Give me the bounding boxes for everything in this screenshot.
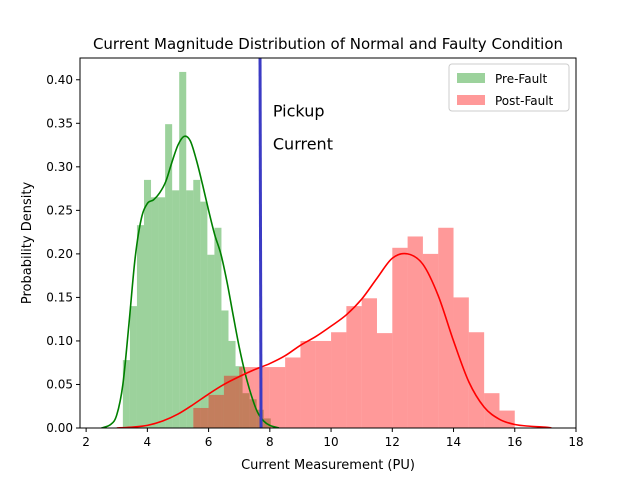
y-tick-label: 0.35 [46,116,73,130]
histogram-bar [165,124,173,428]
histogram-bar [122,360,130,428]
legend-swatch [457,73,485,83]
histogram-bar [143,179,152,428]
legend-box [448,63,570,112]
histogram-bar [376,333,393,428]
histogram-bar [438,227,454,428]
series-1-bars [193,227,515,428]
histogram-bar [346,306,362,428]
y-tick-label: 0.20 [46,247,73,261]
y-tick-label: 0.00 [46,421,73,435]
plot-frame [79,57,577,429]
x-tick-label: 8 [266,435,274,449]
histogram-bar [300,340,316,428]
y-tick-label: 0.30 [46,160,73,174]
histogram-bar [285,357,301,428]
x-tick-label: 4 [144,435,152,449]
pickup-annotation-line: Current [273,134,333,153]
histogram-bar [151,197,159,428]
chart-title: Current Magnitude Distribution of Normal… [93,35,563,53]
x-tick-label: 6 [205,435,213,449]
y-tick-label: 0.40 [46,73,73,87]
series-0-kde-line [101,135,280,428]
histogram-bar [468,332,485,428]
x-tick-label: 12 [385,435,400,449]
pickup-annotation-line: Pickup [273,101,325,120]
legend-label: Pre-Fault [495,72,548,86]
x-tick-label: 14 [446,435,461,449]
histogram-bar [200,201,208,428]
y-tick-label: 0.15 [46,290,73,304]
histogram-bar [207,254,215,428]
histogram-bar [315,340,332,428]
histogram-bar [242,393,250,428]
histogram-bar [136,225,144,428]
series-0-bars [122,71,271,428]
x-tick-label: 10 [323,435,338,449]
histogram-bar [361,298,377,428]
histogram-bar [208,394,224,428]
y-tick-label: 0.10 [46,334,73,348]
x-tick-label: 16 [507,435,522,449]
y-axis: 0.00 0.05 0.10 0.15 0.20 0.25 0.30 0.35 0.40 [46,73,80,435]
series-1-kde-line [116,252,552,428]
histogram-bar [392,247,408,428]
histogram-bar [484,393,500,428]
pickup-current-line [258,58,263,428]
histogram-bar [179,71,187,428]
histogram-bar [158,197,166,428]
x-axis-label: Current Measurement (PU) [241,458,415,473]
histogram-bar [193,179,201,428]
plot-marks [101,58,552,428]
y-tick-label: 0.25 [46,203,73,217]
histogram-bar [223,375,240,428]
y-tick-label: 0.05 [46,377,73,391]
legend: Pre-Fault Post-Fault [448,63,570,112]
histogram-bar [249,399,257,428]
x-axis: 2 4 6 8 10 12 14 16 18 [82,428,584,449]
histogram-bar [407,236,423,428]
x-tick-label: 2 [82,435,90,449]
histogram-bar [172,190,180,428]
histogram-bar [186,190,194,428]
histogram-bar [422,253,439,428]
plot-area: Pickup Current [101,58,552,428]
legend-swatch [457,95,485,105]
histogram-bar [214,227,222,428]
histogram-bar [235,366,243,428]
y-axis-label: Probability Density [20,182,35,305]
x-tick-label: 18 [568,435,583,449]
histogram-bar [129,306,137,428]
histogram-bar [331,332,347,428]
histogram-bar [193,407,209,428]
histogram-bar [228,340,236,428]
legend-label: Post-Fault [495,94,554,108]
histogram-bar [269,367,286,428]
histogram-bar [221,310,229,428]
histogram-bar [499,410,515,428]
histogram-bar [239,367,255,428]
